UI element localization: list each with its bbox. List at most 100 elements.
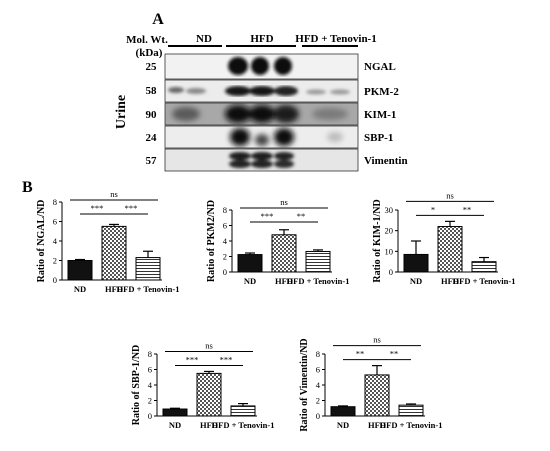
y-tick-label: 4 [53,236,58,246]
panel-b-label: B [22,179,33,196]
y-tick-label: 0 [316,411,320,421]
significance-label: *** [220,354,233,364]
y-tick-label: 30 [385,205,394,215]
y-tick-label: 2 [223,252,227,262]
y-axis-label: Ratio of PKM2/ND [206,200,217,282]
blot-row-pkm2: 58 PKM-2 [146,79,399,103]
y-tick-label: 6 [223,221,227,231]
bar [196,372,222,417]
y-tick-label: 6 [316,365,320,375]
y-tick-label: 0 [148,411,152,421]
mw-pkm2: 58 [146,85,158,97]
y-tick-label: 10 [385,246,394,256]
significance-label: ns [446,190,454,200]
protein-pkm2: PKM-2 [364,86,399,98]
y-tick-label: 8 [148,349,152,359]
y-tick-label: 0 [389,267,393,277]
bar [403,253,429,273]
significance-label: ns [110,189,118,199]
x-tick-label: HFD + Tenovin-1 [380,420,443,430]
y-tick-label: 0 [223,267,227,277]
mol-wt-label: Mol. Wt. [126,34,168,46]
blot-bands-ngal [228,57,292,75]
bar [162,408,188,417]
significance-label: * [431,204,435,214]
x-tick-label: ND [410,276,422,286]
y-tick-label: 6 [53,217,57,227]
significance-label: *** [186,354,199,364]
significance-label: *** [125,203,138,213]
bar [230,405,256,417]
x-tick-label: HFD [275,276,293,286]
protein-vimentin: Vimentin [364,155,408,167]
y-tick-label: 4 [316,380,321,390]
mw-kim1: 90 [146,109,158,121]
significance-label: *** [261,211,274,221]
bar [330,406,356,417]
x-tick-label: ND [74,284,86,294]
x-tick-label: HFD [105,284,123,294]
bar [101,225,127,281]
x-tick-label: HFD [200,420,218,430]
mw-ngal: 25 [146,61,158,73]
group-label-tenovin: HFD + Tenovin-1 [295,33,376,45]
significance-label: ** [463,204,472,214]
bar [271,234,297,273]
bar [305,250,331,273]
y-tick-label: 6 [148,365,152,375]
x-tick-label: HFD + Tenovin-1 [287,276,350,286]
mw-sbp1: 24 [146,132,158,144]
blot-strip-vimentin [164,148,359,172]
y-tick-label: 8 [53,197,57,207]
bar [135,257,161,281]
blot-row-sbp1: 24 SBP-1 [146,125,393,149]
bar [237,254,263,273]
x-tick-label: ND [337,420,349,430]
blot-bands-vimentin [229,152,294,168]
significance-label: ns [205,340,213,350]
x-tick-label: ND [244,276,256,286]
bar [471,261,497,273]
significance-label: ** [297,211,306,221]
urine-label: Urine [114,95,129,129]
blot-bands-kim1 [172,105,348,123]
x-tick-label: HFD + Tenovin-1 [117,284,180,294]
group-label-nd: ND [196,33,212,45]
y-tick-label: 0 [53,275,57,285]
y-tick-label: 4 [223,236,228,246]
group-label-hfd: HFD [250,33,273,45]
blot-bands-sbp1 [230,128,343,146]
x-tick-label: HFD + Tenovin-1 [453,276,516,286]
blot-row-kim1: 90 KIM-1 [146,102,396,126]
y-axis-label: Ratio of Vimentin/ND [299,338,310,431]
blot-row-vimentin: 57 Vimentin [146,148,408,172]
significance-label: ** [356,349,365,359]
y-tick-label: 20 [385,226,394,236]
y-tick-label: 2 [148,396,152,406]
y-axis-label: Ratio of KIM-1/ND [372,199,383,282]
y-tick-label: 8 [316,349,320,359]
significance-label: ** [390,349,399,359]
bar [364,374,390,417]
protein-sbp1: SBP-1 [364,132,393,144]
significance-label: ns [280,197,288,207]
protein-kim1: KIM-1 [364,109,396,121]
panel-a-label: A [152,11,164,28]
mw-vimentin: 57 [146,155,158,167]
y-tick-label: 2 [316,396,320,406]
y-tick-label: 4 [148,380,153,390]
y-tick-label: 8 [223,205,227,215]
protein-ngal: NGAL [364,61,396,73]
x-tick-label: HFD [368,420,386,430]
y-tick-label: 2 [53,256,57,266]
blot-bands-pkm2 [168,86,350,96]
x-tick-label: HFD + Tenovin-1 [212,420,275,430]
kda-label: (kDa) [136,47,163,59]
y-axis-label: Ratio of SBP-1/ND [131,345,142,426]
